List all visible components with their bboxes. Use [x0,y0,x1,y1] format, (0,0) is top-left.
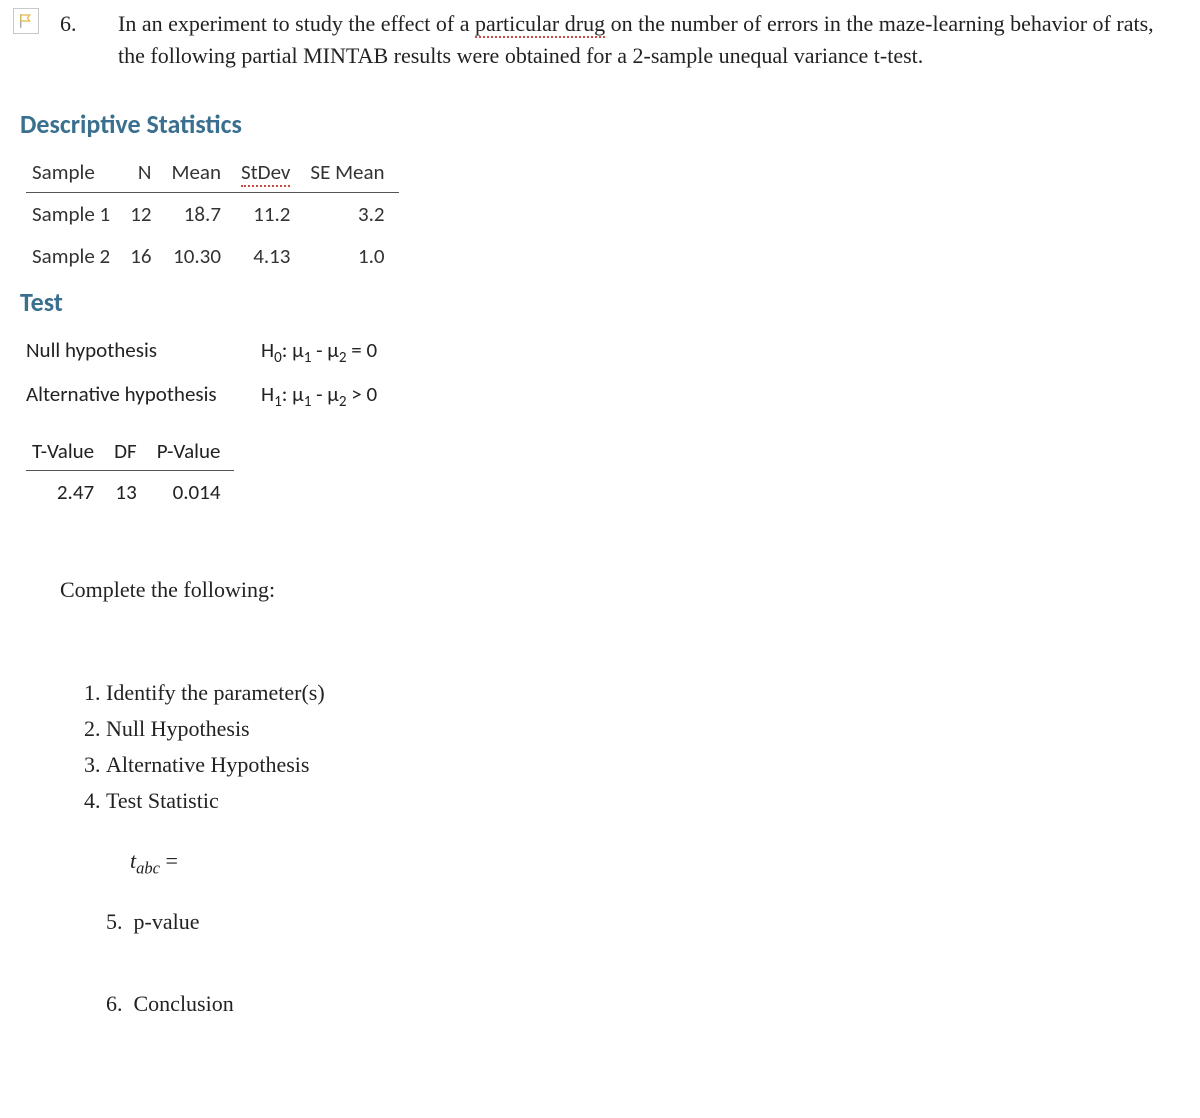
item-5-text: p-value [134,909,200,934]
list-item: Null Hypothesis [106,711,1180,747]
cell: 2.47 [26,471,108,514]
item-6: 6. Conclusion [106,988,1180,1020]
cell: 4.13 [235,235,304,277]
cell: 12 [124,192,165,235]
col-stdev-label: StDev [241,159,290,187]
hypotheses-block: Null hypothesis H0: μ1 - μ2 = 0 Alternat… [26,331,1180,417]
cell: 10.30 [165,235,235,277]
tabc-eq: = [160,848,178,873]
alt-hypothesis-value: H1: μ1 - μ2 > 0 [261,379,377,414]
item-6-text: Conclusion [134,991,234,1016]
cell: 3.2 [304,192,398,235]
descriptive-table: Sample N Mean StDev SE Mean Sample 1 12 … [26,153,399,277]
cell: 11.2 [235,192,304,235]
table-header-row: Sample N Mean StDev SE Mean [26,153,399,192]
item-5-num: 5. [106,909,123,934]
table-row: 2.47 13 0.014 [26,471,234,514]
list-item: Alternative Hypothesis [106,747,1180,783]
item-6-num: 6. [106,991,123,1016]
flag-icon[interactable] [13,8,39,34]
alt-hypothesis-label: Alternative hypothesis [26,379,241,414]
col-tvalue: T-Value [26,432,108,471]
cell: 18.7 [165,192,235,235]
tvalue-table: T-Value DF P-Value 2.47 13 0.014 [26,432,234,514]
question-row: 6. In an experiment to study the effect … [20,8,1180,72]
question-text-pre: In an experiment to study the effect of … [118,11,475,36]
followup-text: Complete the following: [60,574,1180,606]
col-pvalue: P-Value [151,432,235,471]
alt-hypothesis-row: Alternative hypothesis H1: μ1 - μ2 > 0 [26,375,1180,418]
list-item: Identify the parameter(s) [106,675,1180,711]
page: 6. In an experiment to study the effect … [0,0,1200,1060]
col-stdev: StDev [235,153,304,192]
cell: 1.0 [304,235,398,277]
cell: 13 [108,471,151,514]
table-row: Sample 2 16 10.30 4.13 1.0 [26,235,399,277]
cell: 0.014 [151,471,235,514]
cell: Sample 2 [26,235,124,277]
col-sample: Sample [26,153,124,192]
spellcheck-word: particular drug [475,11,605,38]
null-hypothesis-label: Null hypothesis [26,335,241,370]
question-text: In an experiment to study the effect of … [104,8,1178,72]
col-mean: Mean [165,153,235,192]
tabc-sub: abc [136,858,160,877]
cell: Sample 1 [26,192,124,235]
col-semean: SE Mean [304,153,398,192]
answers-list: Identify the parameter(s) Null Hypothesi… [78,675,1180,819]
null-hypothesis-value: H0: μ1 - μ2 = 0 [261,335,377,370]
item-5: 5. p-value [106,906,1180,938]
cell: 16 [124,235,165,277]
col-n: N [124,153,165,192]
table-row: Sample 1 12 18.7 11.2 3.2 [26,192,399,235]
tabc-formula: tabc = [130,845,1180,880]
list-item: Test Statistic [106,783,1180,819]
section-descriptive-heading: Descriptive Statistics [20,106,1180,144]
section-test-heading: Test [20,284,1180,322]
col-df: DF [108,432,151,471]
null-hypothesis-row: Null hypothesis H0: μ1 - μ2 = 0 [26,331,1180,374]
table-header-row: T-Value DF P-Value [26,432,234,471]
